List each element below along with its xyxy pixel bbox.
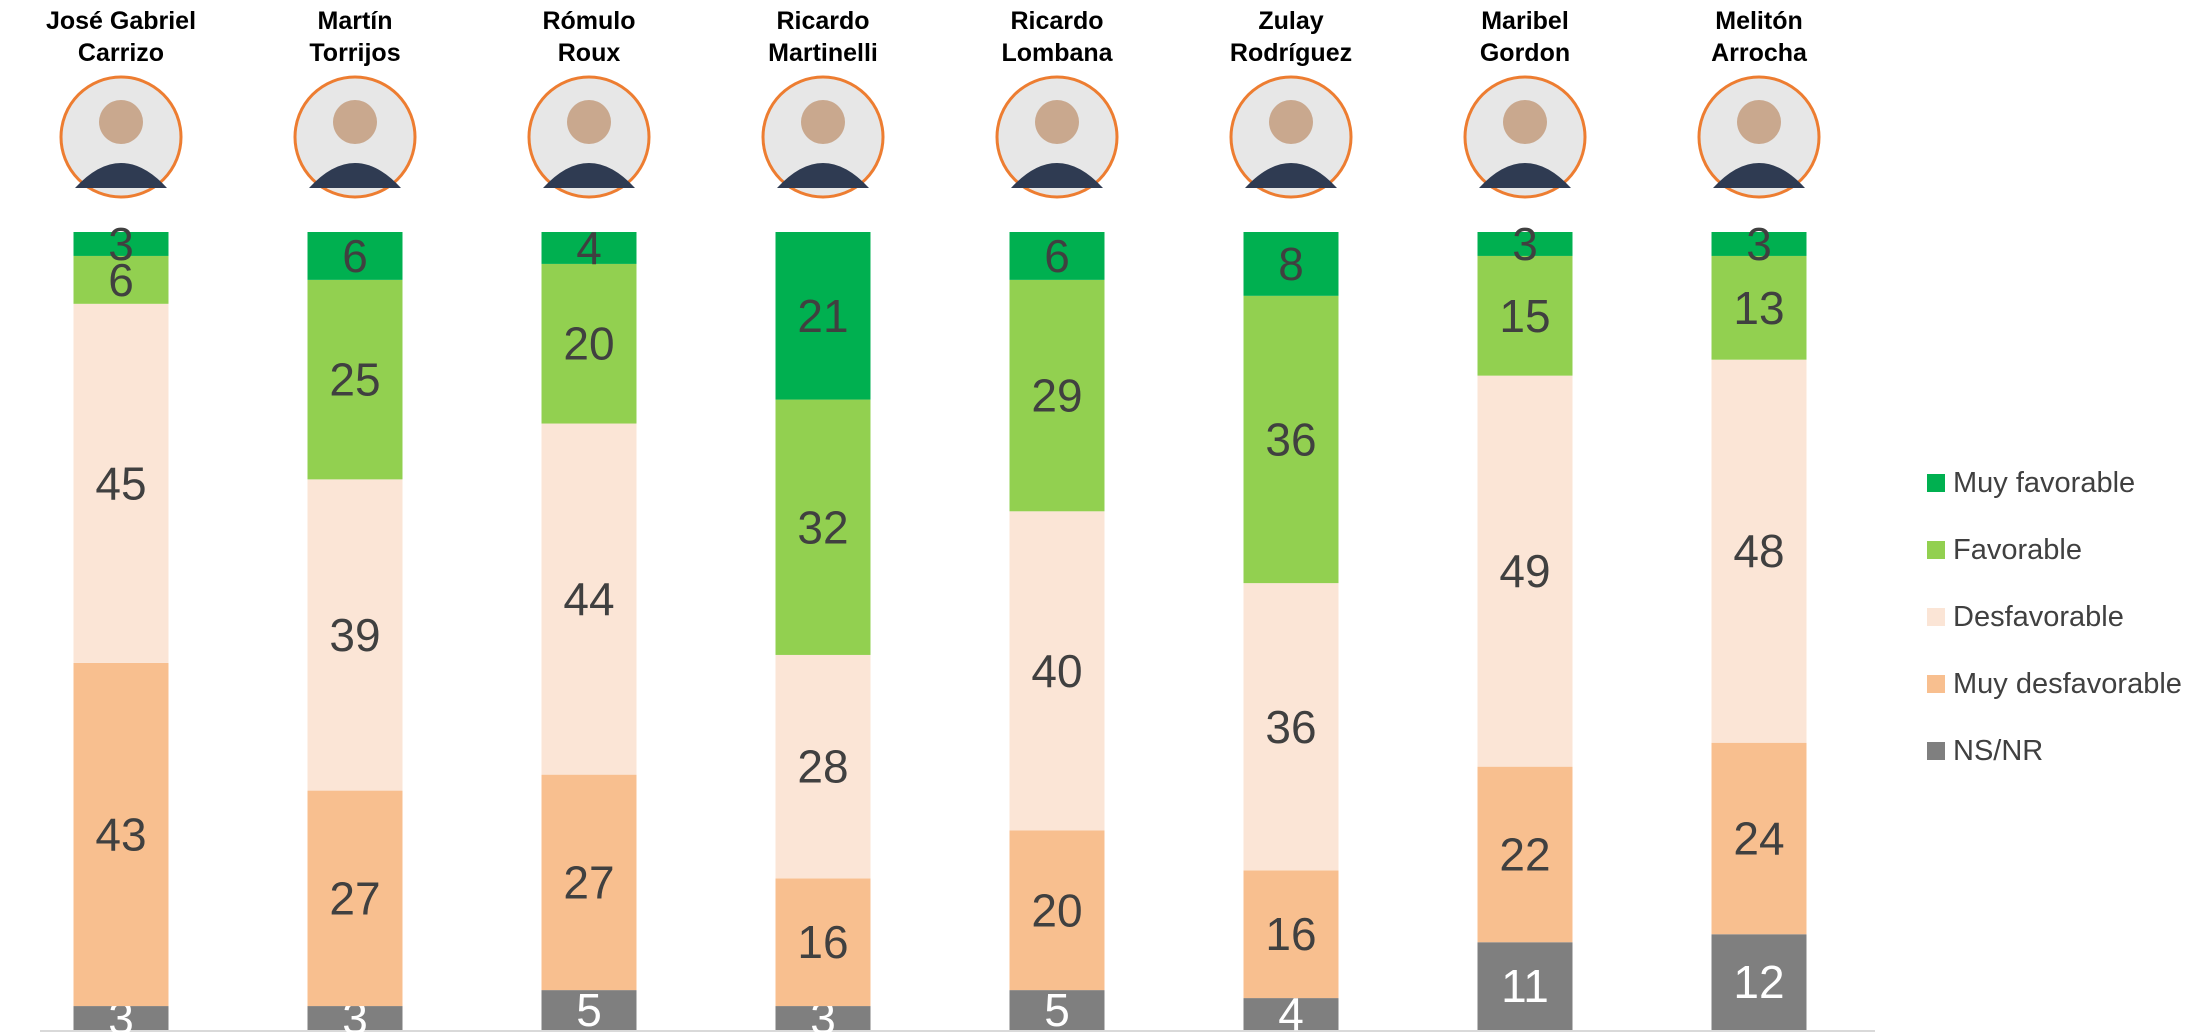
legend-swatch [1927,742,1945,760]
value-label: 3 [108,218,134,270]
candidate-name: Ricardo [1010,7,1103,35]
legend-swatch [1927,608,1945,626]
candidate-name: Maribel [1481,7,1569,35]
candidate-name: Ricardo [776,7,869,35]
legend-swatch [1927,675,1945,693]
value-label: 27 [329,872,380,924]
value-label: 13 [1733,282,1784,334]
candidate-name: José Gabriel [46,7,196,35]
photo-head [1503,100,1547,144]
value-label: 6 [1044,230,1070,282]
value-label: 11 [1501,960,1549,1012]
value-label: 25 [329,354,380,406]
photo-head [801,100,845,144]
photo-head [1737,100,1781,144]
photo-head [1269,100,1313,144]
value-label: 8 [1278,238,1304,290]
value-label: 40 [1031,645,1082,697]
value-label: 16 [1265,908,1316,960]
value-label: 15 [1499,290,1550,342]
value-label: 44 [563,573,614,625]
candidate-name: Gordon [1480,39,1570,67]
value-label: 21 [797,290,848,342]
value-label: 12 [1733,956,1784,1008]
candidate-name: Arrocha [1711,39,1808,67]
value-label: 27 [563,856,614,908]
value-label: 39 [329,609,380,661]
legend-swatch [1927,541,1945,559]
value-label: 43 [95,808,146,860]
legend-label: Desfavorable [1953,601,2124,633]
value-label: 29 [1031,370,1082,422]
value-label: 36 [1265,701,1316,753]
candidate-name: Melitón [1715,7,1803,35]
candidate-name: Lombana [1001,39,1113,67]
candidate-name: Roux [558,39,621,67]
photo-head [567,100,611,144]
candidate-name: Martinelli [768,39,878,67]
value-label: 45 [95,457,146,509]
chart-canvas: José GabrielCarrizo3434563MartínTorrijos… [0,0,2189,1033]
value-label: 5 [576,984,602,1033]
value-label: 6 [342,230,368,282]
candidate-name: Martín [318,7,393,35]
candidate-name: Zulay [1258,7,1323,35]
legend-label: Favorable [1953,534,2082,566]
candidate-name: Rómulo [542,7,635,35]
value-label: 3 [1512,218,1538,270]
value-label: 5 [1044,984,1070,1033]
value-label: 22 [1499,828,1550,880]
value-label: 3 [1746,218,1772,270]
legend-label: Muy desfavorable [1953,668,2182,700]
legend-label: Muy favorable [1953,467,2135,499]
value-label: 20 [1031,884,1082,936]
value-label: 49 [1499,545,1550,597]
legend-label: NS/NR [1953,735,2043,767]
value-label: 48 [1733,525,1784,577]
value-label: 28 [797,741,848,793]
value-label: 20 [563,318,614,370]
photo-head [333,100,377,144]
photo-head [1035,100,1079,144]
value-label: 32 [797,501,848,553]
value-label: 24 [1733,812,1784,864]
candidate-name: Rodríguez [1230,39,1352,67]
value-label: 16 [797,916,848,968]
value-label: 4 [576,222,602,274]
legend-swatch [1927,474,1945,492]
value-label: 36 [1265,413,1316,465]
photo-head [99,100,143,144]
chart: José GabrielCarrizo3434563MartínTorrijos… [0,0,2189,1033]
candidate-name: Torrijos [309,39,400,67]
candidate-name: Carrizo [78,39,164,67]
